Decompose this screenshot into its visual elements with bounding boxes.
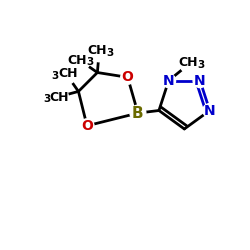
Text: 3: 3 — [106, 48, 114, 58]
Circle shape — [180, 52, 201, 74]
Text: 3: 3 — [197, 60, 204, 70]
Circle shape — [193, 74, 207, 88]
Text: CH: CH — [179, 56, 198, 69]
Text: CH: CH — [58, 67, 78, 80]
Text: O: O — [81, 119, 93, 133]
Circle shape — [130, 105, 146, 121]
Circle shape — [88, 40, 110, 62]
Text: 3: 3 — [43, 94, 51, 104]
Text: N: N — [204, 104, 216, 118]
Circle shape — [55, 63, 77, 84]
Text: CH: CH — [88, 44, 107, 57]
Circle shape — [46, 86, 68, 108]
Text: CH: CH — [68, 54, 87, 66]
Text: B: B — [132, 106, 144, 120]
Text: N: N — [194, 74, 206, 88]
Text: CH: CH — [50, 90, 69, 104]
Text: 3: 3 — [52, 70, 59, 81]
Circle shape — [203, 104, 217, 118]
Circle shape — [80, 119, 94, 133]
Circle shape — [162, 74, 175, 88]
Text: N: N — [163, 74, 174, 88]
Circle shape — [69, 49, 90, 71]
Text: 3: 3 — [86, 57, 94, 67]
Circle shape — [121, 70, 134, 84]
Text: O: O — [122, 70, 134, 84]
